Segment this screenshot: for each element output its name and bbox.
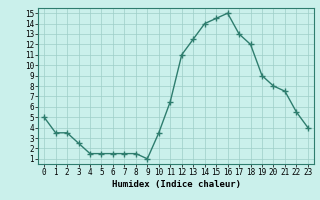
X-axis label: Humidex (Indice chaleur): Humidex (Indice chaleur) xyxy=(111,180,241,189)
